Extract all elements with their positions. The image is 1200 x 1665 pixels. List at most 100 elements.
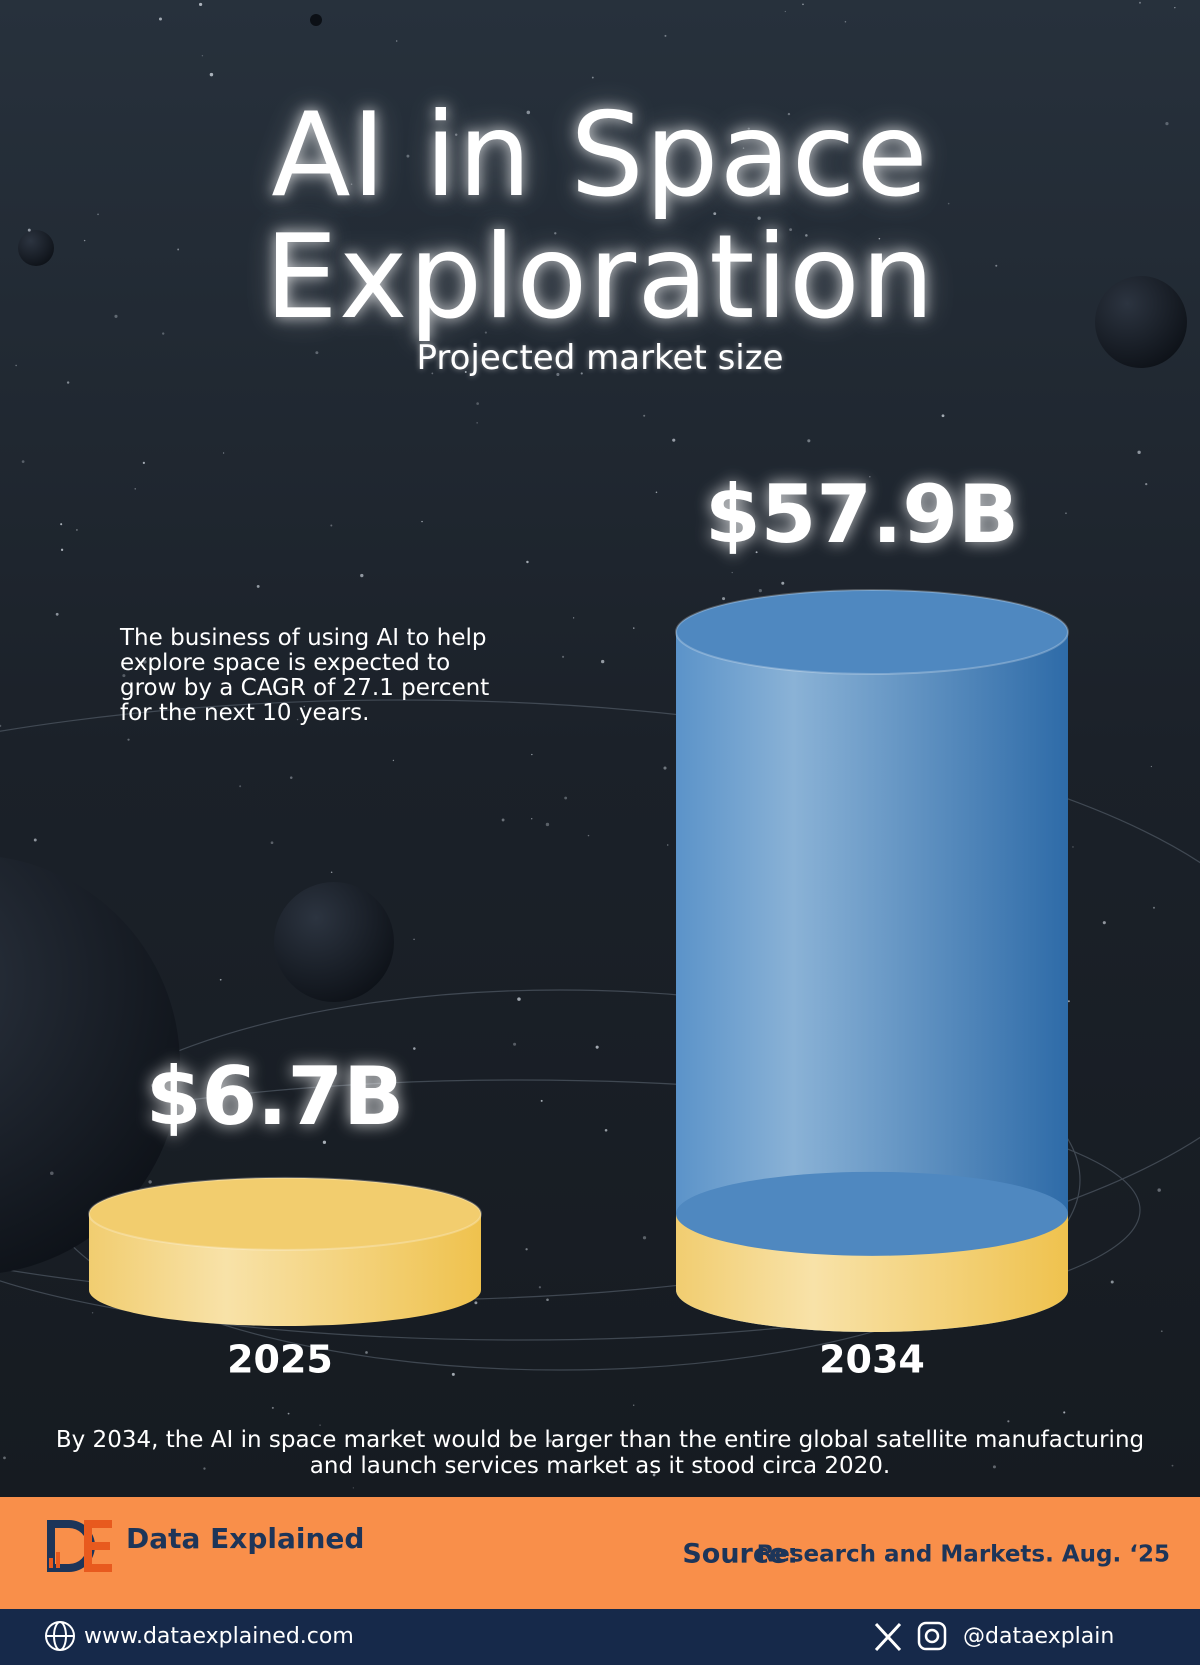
star bbox=[713, 212, 717, 216]
star bbox=[270, 841, 274, 845]
star bbox=[805, 234, 808, 237]
star bbox=[941, 414, 945, 418]
star bbox=[198, 2, 203, 7]
cylinder-top bbox=[675, 589, 1069, 675]
star bbox=[587, 834, 590, 837]
logo bbox=[47, 1520, 112, 1572]
star bbox=[531, 753, 533, 756]
planet bbox=[274, 882, 394, 1002]
star bbox=[731, 571, 733, 574]
star bbox=[546, 1298, 549, 1302]
star bbox=[201, 55, 204, 57]
value-label: $6.7B bbox=[146, 1050, 404, 1143]
star bbox=[454, 133, 458, 136]
star bbox=[1067, 1000, 1070, 1003]
star bbox=[1150, 765, 1153, 768]
star bbox=[525, 1248, 528, 1251]
star bbox=[15, 364, 17, 367]
star bbox=[413, 938, 415, 941]
star bbox=[271, 1406, 274, 1409]
star bbox=[484, 331, 487, 334]
star bbox=[591, 76, 594, 79]
star bbox=[1145, 483, 1148, 486]
star bbox=[531, 818, 533, 820]
star bbox=[177, 248, 180, 251]
star bbox=[595, 1045, 599, 1049]
star bbox=[545, 822, 550, 827]
star bbox=[322, 1140, 327, 1144]
star bbox=[1174, 6, 1176, 9]
star bbox=[142, 461, 145, 464]
star bbox=[672, 438, 676, 442]
star bbox=[330, 871, 333, 874]
star bbox=[0, 724, 2, 728]
star bbox=[143, 660, 147, 664]
star bbox=[722, 597, 726, 601]
star bbox=[296, 718, 299, 721]
footer-band bbox=[0, 1497, 1200, 1609]
star bbox=[1007, 1420, 1010, 1423]
source-label: Source: bbox=[682, 1539, 798, 1570]
star bbox=[209, 72, 214, 77]
chart-title: AI in Space Exploration bbox=[264, 88, 936, 345]
star bbox=[350, 183, 353, 185]
star bbox=[540, 1099, 543, 1102]
star bbox=[315, 351, 319, 355]
star bbox=[564, 796, 568, 800]
logo-bar bbox=[56, 1552, 60, 1568]
star bbox=[747, 127, 750, 130]
star bbox=[50, 1171, 54, 1176]
star bbox=[995, 264, 998, 267]
star bbox=[3, 1456, 6, 1460]
star bbox=[97, 213, 99, 216]
star bbox=[642, 1236, 647, 1240]
star bbox=[1165, 122, 1169, 126]
star bbox=[148, 1180, 152, 1184]
star bbox=[396, 40, 398, 42]
star bbox=[844, 21, 847, 23]
star bbox=[787, 112, 791, 116]
chart: $6.7B 2025 $57.9B 2034 bbox=[88, 468, 1069, 1382]
star bbox=[83, 239, 86, 242]
annotation: The business of using AI to help explore… bbox=[120, 625, 490, 726]
star bbox=[1110, 1280, 1114, 1284]
star bbox=[548, 1439, 552, 1443]
star bbox=[392, 759, 395, 762]
star bbox=[663, 766, 667, 770]
star bbox=[632, 1404, 635, 1406]
value-label: $57.9B bbox=[705, 468, 1019, 561]
star bbox=[664, 34, 667, 37]
star bbox=[789, 228, 793, 232]
x-stroke bbox=[874, 1622, 902, 1652]
x-tick-label: 2025 bbox=[227, 1338, 333, 1382]
star bbox=[1152, 906, 1155, 909]
star bbox=[151, 1083, 155, 1088]
star bbox=[538, 1286, 542, 1289]
star bbox=[992, 1465, 996, 1469]
star bbox=[580, 372, 583, 375]
star bbox=[652, 1473, 656, 1477]
star bbox=[352, 1487, 354, 1489]
star bbox=[476, 422, 478, 424]
star bbox=[1157, 1188, 1161, 1192]
globe-icon bbox=[45, 1621, 75, 1651]
star bbox=[869, 476, 871, 478]
star bbox=[755, 551, 758, 554]
star bbox=[431, 372, 434, 375]
star bbox=[474, 1301, 478, 1305]
star bbox=[758, 588, 762, 593]
star bbox=[643, 414, 646, 417]
star bbox=[421, 520, 423, 523]
star bbox=[203, 1467, 206, 1470]
orbit bbox=[0, 1079, 1141, 1341]
star bbox=[159, 1077, 163, 1080]
star bbox=[330, 524, 333, 527]
star bbox=[256, 584, 260, 588]
star bbox=[554, 232, 557, 235]
star bbox=[562, 655, 565, 658]
logo-bar bbox=[49, 1558, 53, 1568]
star bbox=[162, 332, 165, 335]
star bbox=[501, 818, 505, 822]
